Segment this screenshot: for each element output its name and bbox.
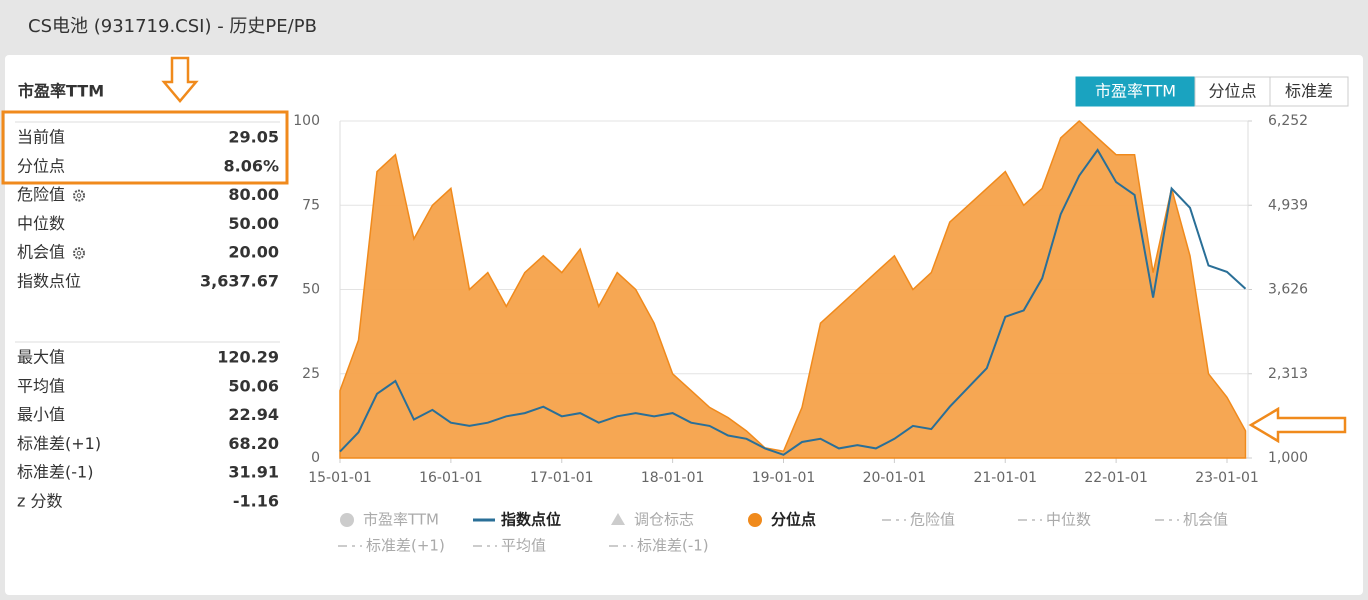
x-tick-label: 22-01-01 xyxy=(1084,470,1148,486)
stat-value: 80.00 xyxy=(228,185,279,204)
stat-value: 120.29 xyxy=(217,348,279,367)
annotation-arrow xyxy=(1248,406,1347,444)
y-tick-label: 100 xyxy=(293,113,320,129)
stat-value: 8.06% xyxy=(223,156,279,175)
gear-icon[interactable] xyxy=(73,189,86,202)
tab-label: 市盈率TTM xyxy=(1095,82,1176,101)
stat-value: -1.16 xyxy=(233,492,279,511)
legend-label[interactable]: 标准差(+1) xyxy=(366,537,445,555)
legend-label[interactable]: 指数点位 xyxy=(501,511,561,529)
y2-tick-label: 2,313 xyxy=(1268,366,1308,382)
stat-value: 50.06 xyxy=(228,376,279,395)
legend-symbol xyxy=(611,513,625,525)
y-tick-label: 50 xyxy=(302,282,320,298)
stat-value: 50.00 xyxy=(228,214,279,233)
legend-label[interactable]: 平均值 xyxy=(501,537,546,555)
y-tick-label: 0 xyxy=(311,450,320,466)
legend-symbol xyxy=(340,513,354,527)
x-tick-label: 16-01-01 xyxy=(419,470,483,486)
stat-label: 最小值 xyxy=(17,405,65,424)
tab-button[interactable] xyxy=(1075,76,1196,107)
legend-label[interactable]: 中位数 xyxy=(1046,511,1091,529)
page-title: CS电池 (931719.CSI) - 历史PE/PB xyxy=(28,16,317,37)
stat-value: 22.94 xyxy=(228,405,279,424)
stat-label: z 分数 xyxy=(17,492,63,511)
legend-label[interactable]: 分位点 xyxy=(771,511,816,529)
y2-tick-label: 1,000 xyxy=(1268,450,1308,466)
x-tick-label: 18-01-01 xyxy=(641,470,705,486)
legend-label[interactable]: 标准差(-1) xyxy=(637,537,709,555)
stat-value: 29.05 xyxy=(228,128,279,147)
y2-tick-label: 4,939 xyxy=(1268,197,1308,213)
gear-icon-hole xyxy=(76,250,82,256)
chart: 0 25 50 75 100 1,000 2,313 3,626 4,939 6,252 15-01… xyxy=(293,113,1308,555)
card xyxy=(5,55,1363,595)
x-tick-label: 19-01-01 xyxy=(752,470,816,486)
stat-label: 指数点位 xyxy=(17,272,81,291)
stat-label: 标准差(+1) xyxy=(17,434,101,453)
y-tick-label: 75 xyxy=(302,197,320,213)
stat-label: 机会值 xyxy=(17,243,65,262)
stat-label: 平均值 xyxy=(17,376,65,395)
y2-tick-label: 3,626 xyxy=(1268,282,1308,298)
gear-icon[interactable] xyxy=(73,247,86,260)
stat-label: 中位数 xyxy=(17,214,65,233)
stat-label: 最大值 xyxy=(17,348,65,367)
legend-label[interactable]: 调仓标志 xyxy=(634,511,694,529)
x-tick-label: 17-01-01 xyxy=(530,470,594,486)
y-tick-label: 25 xyxy=(302,366,320,382)
stat-value: 68.20 xyxy=(228,434,279,453)
stat-label: 分位点 xyxy=(17,156,65,175)
y2-tick-label: 6,252 xyxy=(1268,113,1308,129)
tab-button[interactable] xyxy=(1269,76,1349,107)
legend-label[interactable]: 机会值 xyxy=(1183,511,1228,529)
index-line xyxy=(339,148,1247,456)
x-tick-label: 23-01-01 xyxy=(1195,470,1259,486)
percentile-area xyxy=(339,119,1247,459)
stat-value: 31.91 xyxy=(228,463,279,482)
stat-label: 当前值 xyxy=(17,128,65,147)
stat-value: 20.00 xyxy=(228,243,279,262)
legend-label[interactable]: 市盈率TTM xyxy=(363,511,439,529)
x-tick-label: 20-01-01 xyxy=(863,470,927,486)
tab-label: 标准差 xyxy=(1285,82,1333,101)
stat-value: 3,637.67 xyxy=(200,272,279,291)
tab-label: 分位点 xyxy=(1208,82,1256,101)
annotation-arrow xyxy=(161,56,199,103)
gear-icon-hole xyxy=(76,193,82,198)
legend-label[interactable]: 危险值 xyxy=(910,511,955,529)
x-tick-label: 15-01-01 xyxy=(308,470,372,486)
stat-label: 危险值 xyxy=(17,185,65,204)
legend-symbol xyxy=(748,513,762,527)
highlight-box xyxy=(1,110,289,185)
x-tick-label: 21-01-01 xyxy=(973,470,1037,486)
stat-label: 标准差(-1) xyxy=(17,463,93,482)
panel-title: 市盈率TTM xyxy=(18,82,104,101)
